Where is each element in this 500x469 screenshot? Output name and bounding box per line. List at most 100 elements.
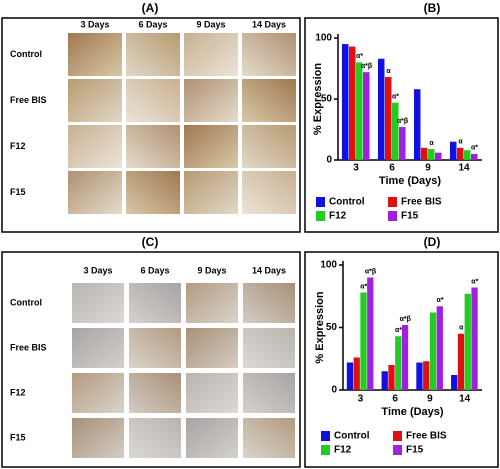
bar-annotation: α*: [471, 145, 478, 152]
bar-annotation: α*: [471, 278, 478, 285]
bar: [399, 127, 406, 160]
micrograph: [243, 283, 295, 323]
micrograph: [184, 125, 238, 168]
bar: [428, 149, 435, 160]
y-axis-label: % Expression: [312, 63, 324, 135]
bar-annotation: α*: [392, 94, 399, 101]
bar: [449, 141, 457, 160]
bar-annotation: α*β: [365, 268, 377, 275]
bar: [464, 293, 471, 390]
legend-swatch: [393, 431, 402, 441]
micrograph: [72, 418, 124, 458]
panel-label: (B): [424, 1, 441, 15]
legend-label: Free BIS: [406, 431, 447, 442]
y-tick-label: 100: [315, 33, 332, 44]
bar: [392, 102, 399, 160]
bar-annotation: α: [458, 139, 463, 146]
bar: [401, 325, 409, 390]
bar: [456, 147, 464, 160]
row-label: Free BIS: [10, 95, 47, 105]
legend-label: F15: [406, 445, 424, 456]
x-tick-label: 9: [425, 163, 431, 174]
legend-swatch: [393, 445, 402, 455]
micrograph: [72, 328, 124, 368]
bar: [348, 46, 356, 160]
legend-swatch: [321, 431, 330, 441]
column-header: 6 Days: [138, 19, 167, 29]
row-label: F15: [10, 432, 26, 442]
bar: [435, 152, 442, 160]
x-axis-label: Time (Days): [379, 175, 441, 187]
y-tick-label: 0: [331, 385, 337, 396]
micrograph: [126, 79, 180, 122]
micrograph: [129, 418, 181, 458]
micrograph: [68, 33, 122, 76]
bar: [436, 306, 443, 390]
x-tick-label: 3: [353, 163, 359, 174]
bar: [384, 77, 392, 160]
y-tick-label: 0: [326, 155, 332, 166]
legend-label: Free BIS: [401, 197, 442, 208]
bar: [420, 147, 428, 160]
bar: [381, 371, 388, 390]
bar: [363, 72, 370, 160]
column-header: 9 Days: [196, 19, 225, 29]
x-tick-label: 6: [392, 394, 398, 405]
row-label: Free BIS: [10, 342, 47, 352]
bar: [413, 89, 421, 160]
x-axis-label: Time (Days): [381, 406, 443, 418]
bar: [360, 292, 367, 390]
bar: [388, 365, 395, 390]
x-tick-label: 3: [358, 394, 364, 405]
bar-annotation: α*β: [361, 63, 373, 70]
y-tick-label: 50: [321, 94, 333, 105]
row-label: Control: [10, 297, 42, 307]
micrograph: [186, 283, 238, 323]
micrograph: [72, 283, 124, 323]
micrograph: [242, 125, 296, 168]
micrograph: [126, 171, 180, 214]
bar-annotation: α*: [395, 327, 402, 334]
micrograph: [68, 171, 122, 214]
column-header: 3 Days: [80, 19, 109, 29]
bar-annotation: α: [459, 325, 464, 332]
micrograph: [184, 171, 238, 214]
x-tick-label: 6: [389, 163, 395, 174]
micrograph: [126, 125, 180, 168]
legend-swatch: [316, 197, 325, 207]
bar-annotation: α*: [360, 283, 367, 290]
bar: [341, 44, 349, 160]
micrograph: [129, 373, 181, 413]
legend-label: F12: [329, 211, 347, 222]
panel-frame: [304, 17, 499, 233]
column-header: 9 Days: [197, 265, 226, 275]
bar: [471, 153, 478, 160]
micrograph: [242, 171, 296, 214]
bar: [346, 362, 354, 390]
bar: [377, 58, 385, 160]
legend-swatch: [316, 211, 325, 221]
panel-frame: [1, 17, 301, 233]
micrograph: [184, 79, 238, 122]
bar: [423, 361, 430, 390]
x-tick-label: 14: [458, 163, 470, 174]
column-header: 6 Days: [140, 265, 169, 275]
legend-swatch: [388, 197, 397, 207]
micrograph: [186, 373, 238, 413]
bar: [353, 357, 360, 390]
legend-label: F12: [334, 445, 352, 456]
legend-label: Control: [329, 197, 365, 208]
panel-label: (D): [424, 235, 441, 249]
micrograph: [72, 373, 124, 413]
legend-label: Control: [334, 431, 370, 442]
micrograph: [184, 33, 238, 76]
micrograph: [129, 283, 181, 323]
y-tick-label: 50: [326, 322, 338, 333]
micrograph: [129, 328, 181, 368]
micrograph: [126, 33, 180, 76]
micrograph: [243, 328, 295, 368]
bar: [451, 375, 458, 390]
column-header: 14 Days: [252, 265, 286, 275]
micrograph: [68, 125, 122, 168]
